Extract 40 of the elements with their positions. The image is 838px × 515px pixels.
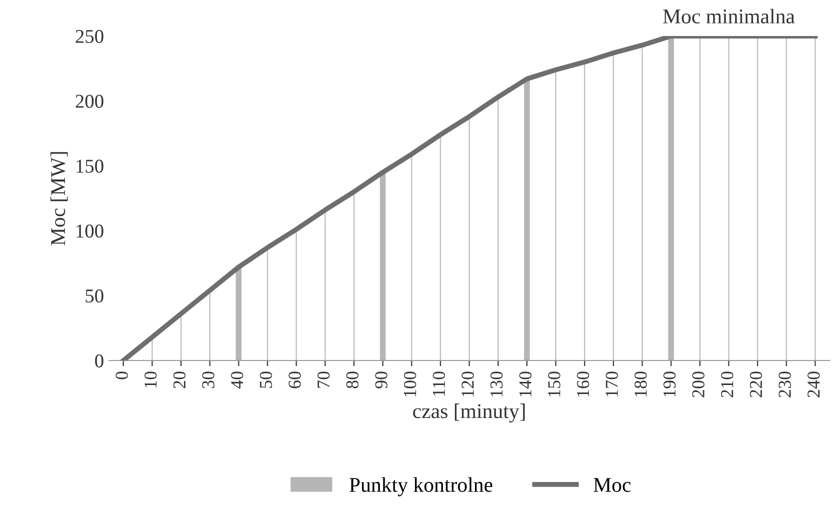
x-tick-label: 190 <box>663 372 676 396</box>
x-tick-label: 220 <box>750 372 762 398</box>
x-tick-label: 50 <box>260 372 272 388</box>
y-tick-label: 0 <box>95 354 104 368</box>
x-tick-label: 40 <box>230 372 244 389</box>
x-tick-label: 70 <box>317 372 330 388</box>
x-tick-label: 90 <box>375 372 388 388</box>
x-axis-title: czas [minuty] <box>413 404 525 423</box>
x-tick-label: 120 <box>462 372 474 396</box>
x-tick-label: 20 <box>173 372 186 388</box>
x-tick-label: 100 <box>404 372 416 396</box>
x-tick-label: 0 <box>116 372 128 380</box>
x-tick-label: 230 <box>778 372 791 398</box>
x-tick-label: 30 <box>202 372 214 388</box>
x-tick-label: 80 <box>346 372 358 388</box>
y-tick-label: 100 <box>76 224 104 238</box>
x-tick-label: 180 <box>634 372 647 396</box>
x-tick-label: 10 <box>144 372 157 388</box>
bar <box>380 172 386 360</box>
line-series <box>120 36 818 360</box>
x-tick-label: 130 <box>490 372 503 396</box>
x-tick-label: 210 <box>721 372 734 398</box>
x-tick-label: 140 <box>519 372 532 396</box>
x-tick-label: 170 <box>606 372 618 396</box>
y-tick-label: 50 <box>86 289 104 303</box>
legend-label: Moc <box>594 478 631 492</box>
bar <box>524 78 530 360</box>
annotation: Moc minimalna <box>663 8 795 24</box>
x-tick-label: 240 <box>808 372 820 398</box>
x-tick-label: 200 <box>692 372 704 398</box>
x-tick-label: 160 <box>576 372 590 396</box>
x-tick-label: 60 <box>288 372 301 388</box>
y-tick-label: 200 <box>76 94 104 108</box>
x-tick-label: 110 <box>432 372 445 396</box>
y-tick-label: 250 <box>76 30 104 43</box>
y-tick-label: 150 <box>76 160 104 173</box>
bar <box>236 267 242 360</box>
legend-label: Punkty kontrolne <box>350 477 492 496</box>
x-tick-label: 150 <box>548 372 560 396</box>
y-axis-title: Moc [MW] <box>50 152 68 246</box>
